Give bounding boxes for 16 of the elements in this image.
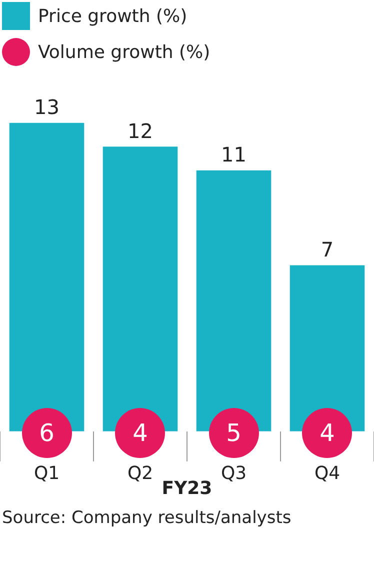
annotation: 5 — [208, 408, 259, 458]
data-label: 11 — [221, 142, 246, 167]
legend-label: Price growth (%) — [38, 6, 188, 26]
x-axis-title: FY23 — [162, 478, 212, 499]
x-tick-label: Q4 — [314, 462, 340, 484]
annotation: 4 — [302, 408, 352, 458]
data-label: 7 — [320, 237, 334, 262]
x-tick-label: Q2 — [127, 462, 154, 484]
x-tick-label: Q1 — [34, 462, 60, 484]
data-label: 12 — [128, 118, 153, 143]
source-note: Source: Company results/analysts — [2, 508, 292, 528]
annotation: 4 — [115, 408, 166, 458]
data-label: 13 — [34, 95, 60, 120]
text: Volume growth (%) — [38, 42, 210, 62]
annotation: 6 — [22, 408, 72, 458]
x-tick-label: Q3 — [220, 462, 247, 484]
